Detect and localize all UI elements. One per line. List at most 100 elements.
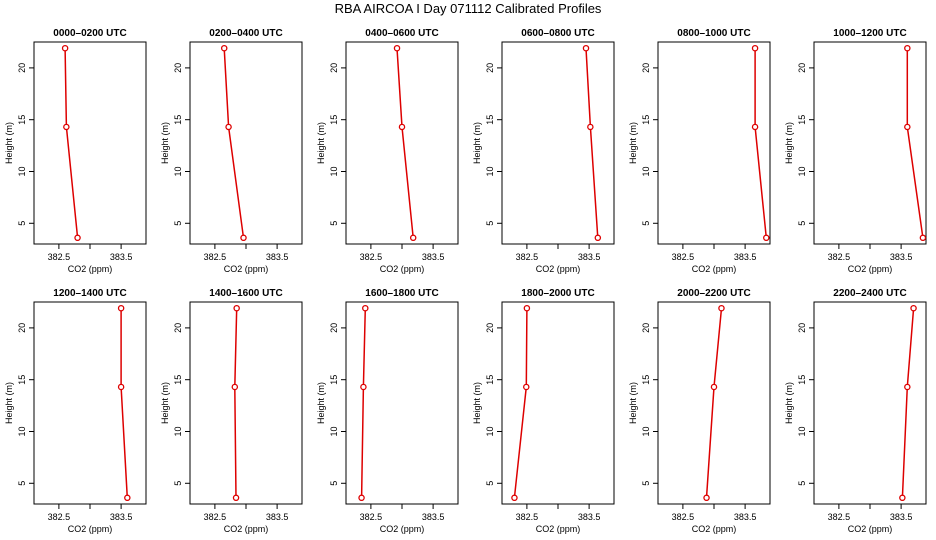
y-tick-label: 20 <box>173 323 183 333</box>
y-tick-label: 20 <box>485 323 495 333</box>
data-point <box>240 234 247 242</box>
x-tick-label: 383.5 <box>890 252 913 262</box>
y-tick-label: 5 <box>797 221 807 226</box>
x-axis-label: CO2 (ppm) <box>68 524 113 534</box>
y-tick-label: 10 <box>17 426 27 436</box>
plot-frame <box>345 41 459 245</box>
panel-title: 0000–0200 UTC <box>53 28 126 39</box>
data-point <box>362 304 369 312</box>
y-tick-label: 15 <box>329 115 339 125</box>
panel-title: 0800–1000 UTC <box>677 28 750 39</box>
x-tick-label: 382.5 <box>672 252 695 262</box>
y-axis-label: Height (m) <box>4 382 14 424</box>
x-tick-label: 382.5 <box>516 512 539 522</box>
x-tick-label: 383.5 <box>890 512 913 522</box>
x-axis-label: CO2 (ppm) <box>692 264 737 274</box>
profile-line <box>705 308 723 498</box>
plot-frame <box>189 41 303 245</box>
profile-line <box>585 48 599 238</box>
data-point <box>763 234 770 242</box>
x-tick-label: 382.5 <box>48 252 71 262</box>
x-tick-label: 382.5 <box>48 512 71 522</box>
data-point <box>582 44 590 52</box>
panel-title: 1400–1600 UTC <box>209 288 282 299</box>
data-point <box>710 383 718 391</box>
data-point <box>117 383 125 391</box>
y-axis-label: Height (m) <box>4 122 14 164</box>
y-tick-label: 5 <box>173 481 183 486</box>
panel-4: 0800–1000 UTC 382.5 383.5 5 10 15 20 CO2 (ppm) H… <box>628 28 771 274</box>
y-tick-label: 15 <box>173 115 183 125</box>
y-tick-label: 5 <box>329 481 339 486</box>
y-axis-label: Height (m) <box>628 122 638 164</box>
data-point <box>232 494 240 502</box>
y-axis-label: Height (m) <box>316 382 326 424</box>
y-tick-label: 15 <box>797 115 807 125</box>
y-tick-label: 20 <box>797 63 807 73</box>
profile-line <box>64 48 79 238</box>
panel-title: 1000–1200 UTC <box>833 28 906 39</box>
panel-title: 1600–1800 UTC <box>365 288 438 299</box>
data-point <box>904 123 911 131</box>
panel-6: 1200–1400 UTC 382.5 383.5 5 10 15 20 CO2 (ppm) H… <box>4 288 147 534</box>
x-tick-label: 383.5 <box>266 252 289 262</box>
x-axis-label: CO2 (ppm) <box>692 524 737 534</box>
y-axis-label: Height (m) <box>784 382 794 424</box>
data-point <box>398 123 406 131</box>
y-tick-label: 20 <box>641 63 651 73</box>
x-tick-label: 383.5 <box>110 252 133 262</box>
panel-10: 2000–2200 UTC 382.5 383.5 5 10 15 20 CO2 (ppm) H… <box>628 288 771 534</box>
x-axis-label: CO2 (ppm) <box>536 264 581 274</box>
data-point <box>220 44 228 52</box>
plot-frame <box>33 301 147 505</box>
panel-title: 0600–0800 UTC <box>521 28 594 39</box>
data-point <box>587 123 594 131</box>
y-tick-label: 20 <box>17 323 27 333</box>
y-tick-label: 20 <box>17 63 27 73</box>
panel-7: 1400–1600 UTC 382.5 383.5 5 10 15 20 CO2 (ppm) H… <box>160 288 303 534</box>
x-axis-label: CO2 (ppm) <box>68 264 113 274</box>
data-point <box>225 123 232 131</box>
x-tick-label: 382.5 <box>360 512 383 522</box>
data-point <box>904 44 911 52</box>
data-point <box>594 234 602 242</box>
data-point <box>910 304 917 312</box>
data-point <box>751 44 759 52</box>
y-tick-label: 15 <box>17 375 27 385</box>
x-tick-label: 382.5 <box>828 512 851 522</box>
profile-line <box>396 48 414 238</box>
x-tick-label: 382.5 <box>672 512 695 522</box>
y-tick-label: 15 <box>485 115 495 125</box>
panel-2: 0400–0600 UTC 382.5 383.5 5 10 15 20 CO2 (ppm) H… <box>316 28 459 274</box>
panel-title: 0200–0400 UTC <box>209 28 282 39</box>
plot-frame <box>189 301 303 505</box>
x-tick-label: 383.5 <box>266 512 289 522</box>
panel-title: 2000–2200 UTC <box>677 288 750 299</box>
y-tick-label: 20 <box>797 323 807 333</box>
y-tick-label: 5 <box>485 221 495 226</box>
y-axis-label: Height (m) <box>316 122 326 164</box>
panel-title: 1800–2000 UTC <box>521 288 594 299</box>
profile-line <box>754 48 768 238</box>
y-tick-label: 5 <box>17 481 27 486</box>
plot-frame <box>501 41 615 245</box>
y-tick-label: 15 <box>173 375 183 385</box>
data-point <box>409 234 417 242</box>
y-tick-label: 15 <box>641 115 651 125</box>
x-tick-label: 383.5 <box>578 512 601 522</box>
y-tick-label: 20 <box>485 63 495 73</box>
x-axis-label: CO2 (ppm) <box>380 264 425 274</box>
data-point <box>124 494 131 502</box>
y-tick-label: 10 <box>173 166 183 176</box>
y-tick-label: 20 <box>329 323 339 333</box>
plot-frame <box>657 41 771 245</box>
x-axis-label: CO2 (ppm) <box>848 524 893 534</box>
panel-8: 1600–1800 UTC 382.5 383.5 5 10 15 20 CO2 (ppm) H… <box>316 288 459 534</box>
data-point <box>523 304 531 312</box>
data-point <box>393 44 401 52</box>
y-tick-label: 5 <box>173 221 183 226</box>
data-point <box>360 383 367 391</box>
data-point <box>233 304 240 312</box>
data-point <box>231 383 239 391</box>
